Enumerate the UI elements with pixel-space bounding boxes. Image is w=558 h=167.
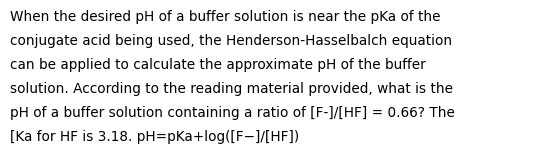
Text: can be applied to calculate the approximate pH of the buffer: can be applied to calculate the approxim…	[10, 58, 426, 72]
Text: pH of a buffer solution containing a ratio of [F-]/[HF] = 0.66? The: pH of a buffer solution containing a rat…	[10, 106, 455, 120]
Text: [Ka for HF is 3.18. pH=pKa+log([F−]/[HF]): [Ka for HF is 3.18. pH=pKa+log([F−]/[HF]…	[10, 130, 299, 144]
Text: When the desired pH of a buffer solution is near the pKa of the: When the desired pH of a buffer solution…	[10, 10, 440, 24]
Text: conjugate acid being used, the Henderson-Hasselbalch equation: conjugate acid being used, the Henderson…	[10, 34, 452, 48]
Text: solution. According to the reading material provided, what is the: solution. According to the reading mater…	[10, 82, 453, 96]
